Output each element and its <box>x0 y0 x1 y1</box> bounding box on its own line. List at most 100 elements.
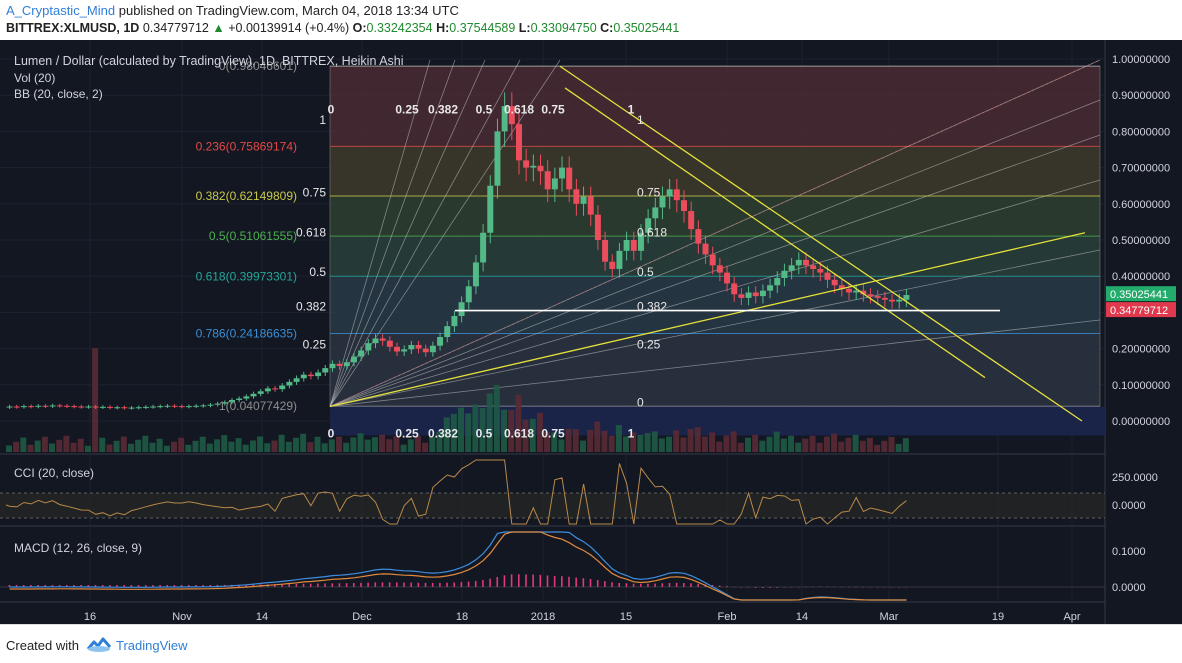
volume-bar <box>34 440 41 452</box>
candle-body <box>515 124 522 161</box>
volume-bar <box>77 438 84 452</box>
candle-body <box>472 262 479 287</box>
chart-area[interactable]: 0(0.98046601) 0.236(0.75869174) 0.382(0.62… <box>0 40 1182 624</box>
candle-body <box>365 343 372 351</box>
volume-bar <box>795 442 802 452</box>
candle-body <box>401 349 408 352</box>
volume-bar <box>637 435 644 452</box>
macd-histogram-bar <box>37 584 39 587</box>
volume-bar <box>709 432 716 452</box>
volume-bar <box>56 439 63 452</box>
macd-histogram-bar <box>94 585 97 587</box>
candle-body <box>523 160 530 168</box>
fan-vertical-label: 0.25 <box>303 338 327 352</box>
time-tick-label: Feb <box>718 611 737 623</box>
volume-bar <box>601 430 608 452</box>
candle-body <box>716 265 723 273</box>
candle-body <box>487 185 494 233</box>
volume-bar <box>364 439 371 452</box>
volume-bar <box>479 407 486 452</box>
macd-histogram-bar <box>668 582 671 587</box>
candle-body <box>817 268 824 273</box>
volume-bar <box>902 438 909 452</box>
volume-bar <box>63 435 70 452</box>
candle-body <box>774 278 781 286</box>
macd-histogram-bar <box>647 583 649 587</box>
volume-bar <box>615 425 622 452</box>
fib-zone <box>330 276 1100 334</box>
volume-bar <box>737 442 744 452</box>
time-tick-label: 14 <box>796 611 808 623</box>
macd-histogram-bar <box>532 574 534 587</box>
candle-body <box>846 288 853 293</box>
fan-line <box>329 59 431 407</box>
chart-header: A_Cryptastic_Mind published on TradingVi… <box>0 0 1182 40</box>
tradingview-logo-icon[interactable] <box>86 635 112 653</box>
chart-svg[interactable]: 0(0.98046601) 0.236(0.75869174) 0.382(0.62… <box>0 40 1182 624</box>
fan-inner-label: 0.25 <box>637 338 661 352</box>
price-tick-label: 0.20000000 <box>1112 344 1170 356</box>
volume-bar <box>666 436 673 452</box>
candle-body <box>645 218 652 233</box>
fan-line <box>329 59 486 407</box>
cci-tick-label: 0.0000 <box>1112 500 1146 512</box>
volume-bar <box>759 440 766 452</box>
tradingview-link[interactable]: TradingView <box>116 638 188 653</box>
macd-histogram-bar <box>295 583 298 587</box>
volume-bar <box>572 429 579 452</box>
fan-label-bottom: 0.5 <box>476 426 493 440</box>
price-axis[interactable]: 1.00000000 0.90000000 0.80000000 0.70000000… <box>1106 54 1176 428</box>
macd-pane: 0.1000 0.0000 <box>0 531 1146 601</box>
fan-vertical-label: 0.382 <box>296 300 326 314</box>
volume-bar <box>70 442 77 452</box>
fan-label-top: 0.5 <box>476 102 493 116</box>
macd-histogram-bar <box>80 584 82 587</box>
time-axis[interactable]: 16 Nov 14 Dec 18 2018 15 Feb 14 Mar 19 Apr <box>84 611 1081 623</box>
macd-histogram-bar <box>417 582 420 587</box>
fib-level-label: 0.618(0.39973301) <box>196 269 297 283</box>
macd-histogram-bar <box>654 583 656 587</box>
publish-date: published on TradingView.com, March 04, … <box>118 3 459 18</box>
fan-diagonal <box>329 59 1101 407</box>
candle-body <box>193 405 200 407</box>
candles <box>6 92 910 410</box>
volume-bar <box>723 435 730 452</box>
macd-histogram-bar <box>73 584 75 587</box>
macd-histogram-bar <box>517 574 520 587</box>
volume-bar <box>357 433 364 452</box>
candle-body <box>860 290 867 295</box>
author-link[interactable]: A_Cryptastic_Mind <box>6 3 116 18</box>
volume-bar <box>716 441 723 452</box>
volume-bar <box>816 442 823 452</box>
candle-body <box>85 406 92 408</box>
footer-created-text: Created with <box>6 638 79 653</box>
volume-bar <box>142 435 149 452</box>
macd-histogram-bar <box>245 584 247 587</box>
volume-bar <box>20 437 27 452</box>
macd-histogram-bar <box>137 585 140 587</box>
fib-level-label: 0(0.98046601) <box>219 59 297 73</box>
volume-bar <box>120 436 127 452</box>
candle-body <box>731 283 738 295</box>
cci-line <box>5 459 907 525</box>
fan-label-bottom: 0.618 <box>504 426 534 440</box>
candle-body <box>752 292 759 297</box>
macd-histogram-bar <box>173 584 176 587</box>
macd-histogram-bar <box>489 578 491 587</box>
volume-bar <box>773 431 780 452</box>
macd-histogram-bar <box>604 581 606 587</box>
volume-bar <box>127 443 134 452</box>
candle-body <box>185 406 192 408</box>
candle-body <box>322 368 329 373</box>
volume-bar <box>788 435 795 452</box>
fan-label-top: 0.382 <box>428 102 458 116</box>
macd-histogram-bar <box>754 587 757 588</box>
volume-bar <box>608 435 615 452</box>
price-tick-label: 0.10000000 <box>1112 380 1170 392</box>
candle-body <box>465 286 472 303</box>
volume-bar <box>414 435 421 452</box>
volume-bar <box>458 407 464 452</box>
macd-histogram-bar <box>281 584 283 587</box>
price-badge-current <box>1106 286 1176 302</box>
candle-body <box>408 344 415 350</box>
